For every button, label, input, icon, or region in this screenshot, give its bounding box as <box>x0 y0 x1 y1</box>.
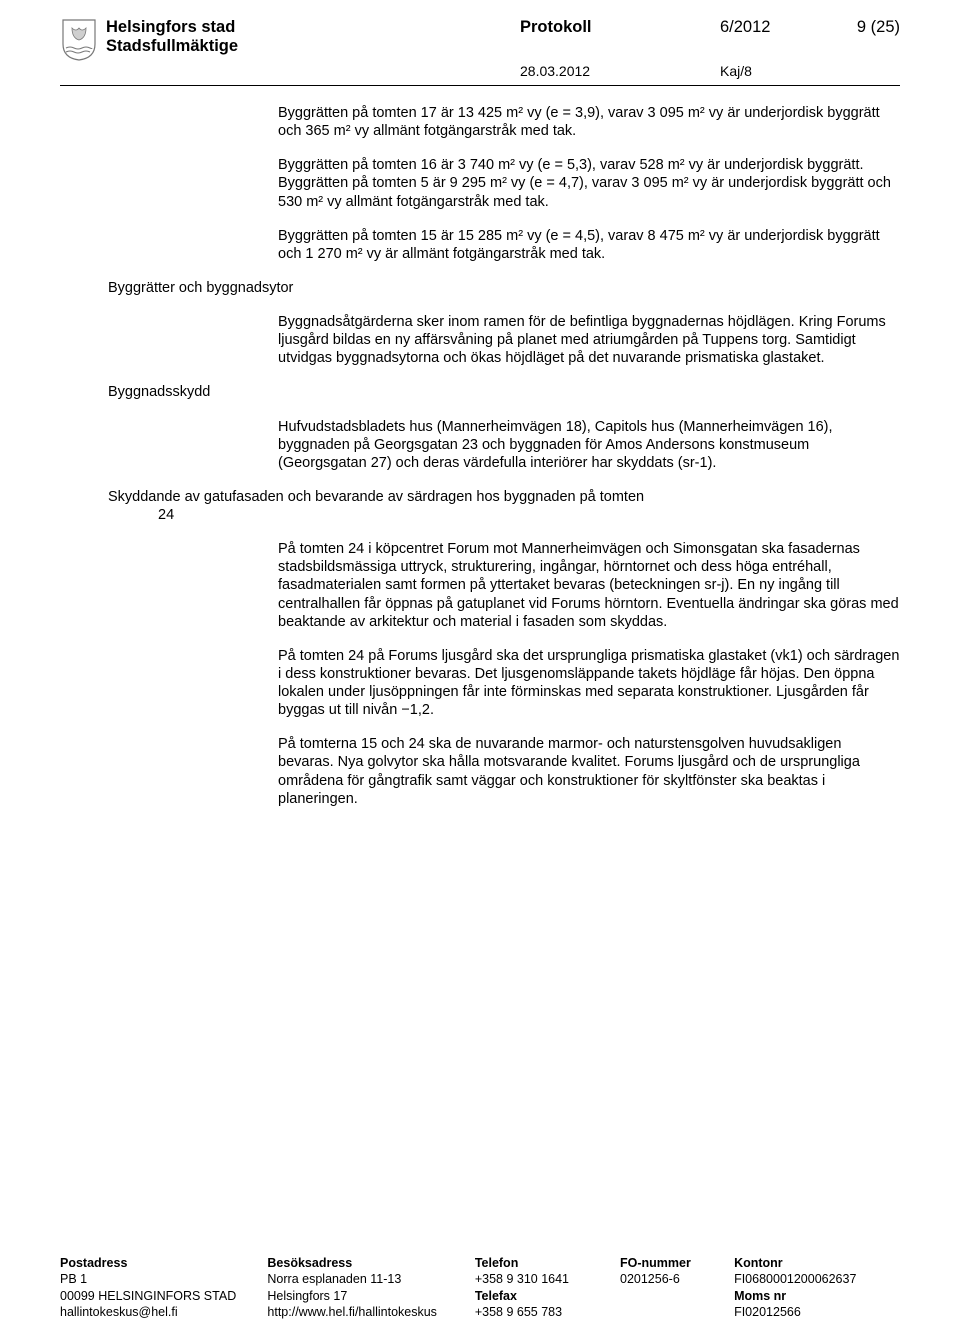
footer-heading: Telefax <box>475 1288 620 1304</box>
header: Helsingfors stad Stadsfullmäktige Protok… <box>60 18 900 79</box>
footer-col-telefon: Telefon +358 9 310 1641 Telefax +358 9 6… <box>475 1255 620 1320</box>
section-heading: Byggnadsskydd <box>108 383 900 401</box>
paragraph: Byggrätten på tomten 17 är 13 425 m² vy … <box>278 104 900 140</box>
header-org: Helsingfors stad Stadsfullmäktige <box>106 18 520 79</box>
footer-col-besoksadress: Besöksadress Norra esplanaden 11-13 Hels… <box>267 1255 474 1320</box>
doc-section: Kaj/8 <box>720 63 830 79</box>
footer-heading: Kontonr <box>734 1255 900 1271</box>
body-content: Byggrätten på tomten 17 är 13 425 m² vy … <box>60 104 900 808</box>
section-heading: Byggrätter och byggnadsytor <box>108 279 900 297</box>
footer-heading: FO-nummer <box>620 1255 734 1271</box>
section-heading: Skyddande av gatufasaden och bevarande a… <box>108 488 900 506</box>
section-heading-cont: 24 <box>158 506 900 524</box>
footer-line: Norra esplanaden 11-13 <box>267 1271 474 1287</box>
footer-heading: Postadress <box>60 1255 267 1271</box>
doc-type: Protokoll <box>520 18 720 37</box>
footer-line: +358 9 655 783 <box>475 1304 620 1320</box>
footer-line: FI02012566 <box>734 1304 900 1320</box>
footer-line: +358 9 310 1641 <box>475 1271 620 1287</box>
footer-heading: Telefon <box>475 1255 620 1271</box>
paragraph: Byggrätten på tomten 15 är 15 285 m² vy … <box>278 227 900 263</box>
footer-line: hallintokeskus@hel.fi <box>60 1304 267 1320</box>
paragraph: På tomten 24 i köpcentret Forum mot Mann… <box>278 540 900 631</box>
paragraph: Hufvudstadsbladets hus (Mannerheimvägen … <box>278 418 900 472</box>
header-rule <box>60 85 900 86</box>
footer-col-kontonr: Kontonr FI0680001200062637 Moms nr FI020… <box>734 1255 900 1320</box>
footer-line: Helsingfors 17 <box>267 1288 474 1304</box>
doc-num: 6/2012 <box>720 18 830 37</box>
header-page: 9 (25) <box>830 18 900 79</box>
footer-line: http://www.hel.fi/hallintokeskus <box>267 1304 474 1320</box>
org-line1: Helsingfors stad <box>106 18 520 37</box>
footer-col-postadress: Postadress PB 1 00099 HELSINGINFORS STAD… <box>60 1255 267 1320</box>
footer: Postadress PB 1 00099 HELSINGINFORS STAD… <box>60 1255 900 1320</box>
header-center: Protokoll 28.03.2012 <box>520 18 720 79</box>
paragraph: På tomterna 15 och 24 ska de nuvarande m… <box>278 735 900 808</box>
footer-line: 00099 HELSINGINFORS STAD <box>60 1288 267 1304</box>
footer-line: 0201256-6 <box>620 1271 734 1287</box>
footer-line: FI0680001200062637 <box>734 1271 900 1287</box>
footer-heading: Besöksadress <box>267 1255 474 1271</box>
paragraph: Byggnadsåtgärderna sker inom ramen för d… <box>278 313 900 367</box>
header-num: 6/2012 Kaj/8 <box>720 18 830 79</box>
paragraph: Byggrätten på tomten 16 är 3 740 m² vy (… <box>278 156 900 210</box>
crest-icon <box>60 18 98 62</box>
page-indicator: 9 (25) <box>830 18 900 37</box>
paragraph: På tomten 24 på Forums ljusgård ska det … <box>278 647 900 720</box>
footer-col-fonummer: FO-nummer 0201256-6 <box>620 1255 734 1320</box>
footer-line: PB 1 <box>60 1271 267 1287</box>
doc-date: 28.03.2012 <box>520 63 720 79</box>
org-line2: Stadsfullmäktige <box>106 37 520 56</box>
footer-heading: Moms nr <box>734 1288 900 1304</box>
